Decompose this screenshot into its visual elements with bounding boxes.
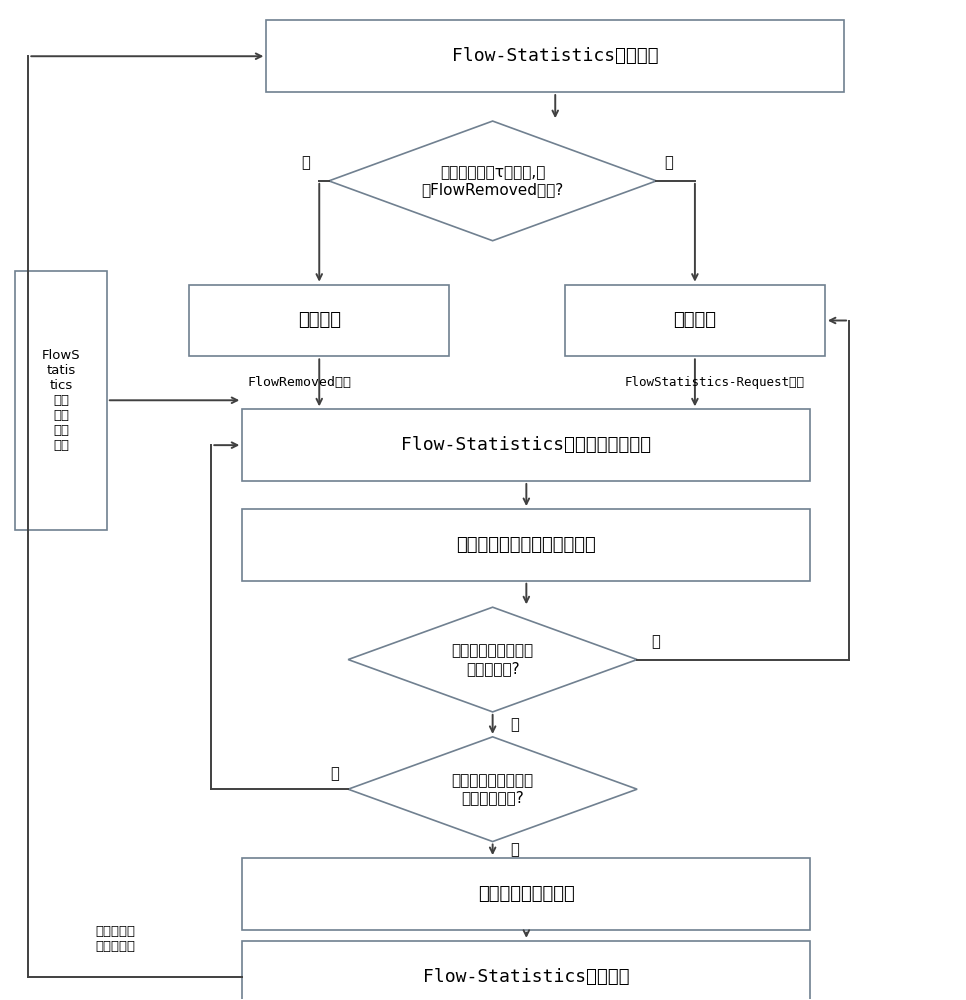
Text: 所有活跃数据流的贡
献率都已计算?: 所有活跃数据流的贡 献率都已计算? bbox=[451, 773, 533, 805]
Bar bbox=[242, 509, 810, 581]
Bar bbox=[242, 858, 810, 930]
Text: 否: 否 bbox=[664, 155, 673, 170]
Bar bbox=[242, 941, 810, 1000]
Text: FlowStatistics-Request报文: FlowStatistics-Request报文 bbox=[624, 376, 804, 389]
Bar bbox=[267, 20, 844, 92]
Polygon shape bbox=[348, 607, 638, 712]
Text: 链路利用率的计算时
限是否超出?: 链路利用率的计算时 限是否超出? bbox=[451, 643, 533, 676]
Text: FlowRemoved报文: FlowRemoved报文 bbox=[248, 376, 352, 389]
Text: 链路利用率计算模块: 链路利用率计算模块 bbox=[478, 885, 575, 903]
Text: 在周期点左右τ时间内,收
到FlowRemoved报文?: 在周期点左右τ时间内,收 到FlowRemoved报文? bbox=[421, 165, 564, 197]
Text: 是: 是 bbox=[651, 634, 661, 649]
Text: Flow-Statistics分析模块: Flow-Statistics分析模块 bbox=[423, 968, 630, 986]
Text: 计算链路利
用率的变化: 计算链路利 用率的变化 bbox=[95, 925, 135, 953]
Polygon shape bbox=[348, 737, 638, 842]
Bar bbox=[242, 409, 810, 481]
Bar bbox=[565, 285, 825, 356]
Text: 否: 否 bbox=[510, 717, 519, 732]
Text: 被动查询: 被动查询 bbox=[298, 312, 341, 330]
Text: 数据流对链路贡献率计算模块: 数据流对链路贡献率计算模块 bbox=[457, 536, 596, 554]
Text: 是: 是 bbox=[510, 842, 519, 857]
Bar bbox=[189, 285, 449, 356]
Text: Flow-Statistics查询模块: Flow-Statistics查询模块 bbox=[452, 47, 659, 65]
Text: Flow-Statistics提取及规则化模块: Flow-Statistics提取及规则化模块 bbox=[401, 436, 651, 454]
Text: 否: 否 bbox=[329, 766, 338, 781]
Text: FlowS
tatis
tics
查询
周期
调整
模块: FlowS tatis tics 查询 周期 调整 模块 bbox=[42, 349, 80, 452]
Text: 主动查询: 主动查询 bbox=[673, 312, 717, 330]
Text: 是: 是 bbox=[300, 155, 310, 170]
Polygon shape bbox=[328, 121, 656, 241]
Bar bbox=[15, 271, 107, 530]
